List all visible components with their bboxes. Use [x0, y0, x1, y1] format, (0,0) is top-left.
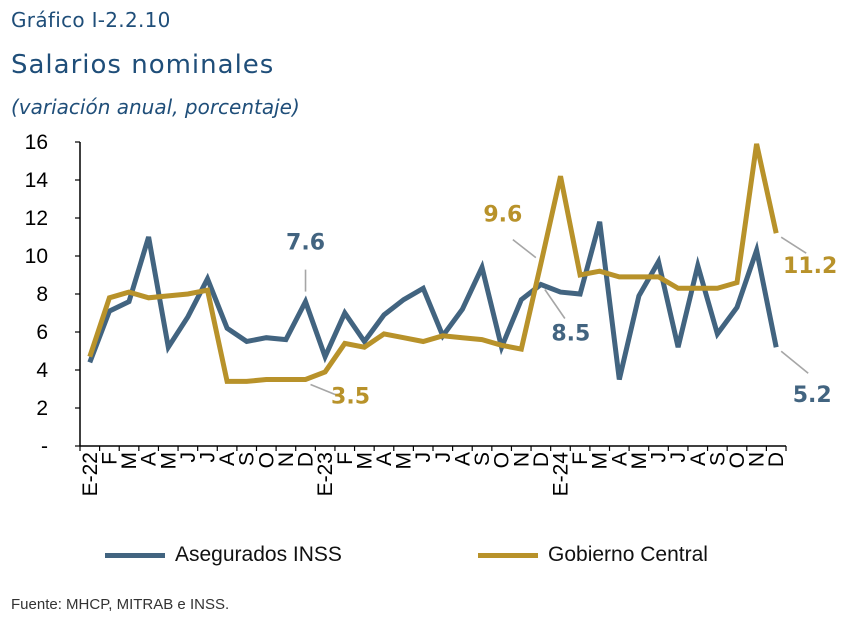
- legend-label-gobierno: Gobierno Central: [548, 543, 708, 566]
- x-tick-label: J: [196, 452, 219, 463]
- x-tick-label: D: [765, 452, 788, 467]
- x-tick-label: A: [608, 452, 631, 466]
- x-tick-label: N: [275, 452, 298, 467]
- x-tick-label: N: [510, 452, 533, 467]
- y-tick-label: 6: [36, 321, 48, 344]
- legend-label-asegurados: Asegurados INSS: [175, 543, 342, 566]
- x-tick-label: A: [373, 452, 396, 466]
- x-tick-label: M: [118, 452, 141, 470]
- x-tick-label: A: [687, 452, 710, 466]
- x-tick-label: F: [569, 452, 592, 465]
- x-tick-label: M: [353, 452, 376, 470]
- annotation-leader-line: [780, 236, 807, 254]
- y-tick-label: 12: [25, 207, 48, 230]
- legend-swatch-asegurados: [105, 552, 165, 558]
- data-label: 9.6: [483, 203, 522, 228]
- x-tick-label: J: [177, 452, 200, 463]
- annotation-leader-line: [544, 289, 566, 319]
- figure-label: Gráfico I-2.2.10: [11, 8, 171, 32]
- x-tick-label: O: [491, 452, 514, 468]
- y-tick-label: 8: [36, 283, 48, 306]
- data-label: 11.2: [783, 254, 837, 279]
- y-tick-label: 16: [25, 131, 48, 154]
- x-tick-label: M: [393, 452, 416, 470]
- legend-swatch-gobierno: [478, 552, 538, 558]
- chart-title: Salarios nominales: [11, 50, 275, 80]
- x-tick-label: A: [138, 452, 161, 466]
- series-line-gobierno: [87, 143, 779, 384]
- y-tick-label: 14: [25, 169, 49, 192]
- x-tick-label: F: [98, 452, 121, 465]
- annotation-leader-line: [780, 350, 809, 374]
- x-tick-label: E-22: [79, 452, 102, 496]
- chart-subtitle: (variación anual, porcentaje): [11, 95, 300, 119]
- annotation-leader-line: [310, 383, 338, 397]
- source-note: Fuente: MHCP, MITRAB e INSS.: [11, 596, 230, 613]
- x-tick-label: F: [334, 452, 357, 465]
- x-tick-label: M: [628, 452, 651, 470]
- legend-item-asegurados: Asegurados INSS: [105, 540, 342, 570]
- x-tick-label: S: [471, 452, 494, 466]
- x-tick-label: S: [706, 452, 729, 466]
- x-tick-label: J: [667, 452, 690, 463]
- x-tick-label: A: [451, 452, 474, 466]
- data-label: 3.5: [331, 385, 370, 410]
- x-tick-label: J: [412, 452, 435, 463]
- x-tick-label: O: [255, 452, 278, 468]
- series-line-asegurados: [87, 221, 779, 381]
- x-tick-label: S: [236, 452, 259, 466]
- x-tick-label: A: [216, 452, 239, 466]
- y-tick-label: 10: [25, 245, 48, 268]
- data-label: 7.6: [286, 231, 325, 256]
- y-tick-label: -: [41, 435, 48, 458]
- data-label: 8.5: [551, 322, 590, 347]
- legend-item-gobierno: Gobierno Central: [478, 540, 708, 570]
- x-tick-label: D: [530, 452, 553, 467]
- x-tick-label: E-23: [314, 452, 337, 496]
- x-tick-label: J: [432, 452, 455, 463]
- x-tick-label: M: [157, 452, 180, 470]
- y-tick-label: 4: [36, 359, 48, 382]
- x-tick-label: M: [589, 452, 612, 470]
- data-label: 5.2: [793, 383, 832, 408]
- x-tick-label: E-24: [549, 452, 572, 497]
- x-tick-label: O: [726, 452, 749, 468]
- x-tick-label: J: [648, 452, 671, 463]
- y-tick-label: 2: [36, 397, 48, 420]
- x-tick-label: N: [746, 452, 769, 467]
- annotation-leader-line: [512, 238, 537, 259]
- x-tick-label: D: [295, 452, 318, 467]
